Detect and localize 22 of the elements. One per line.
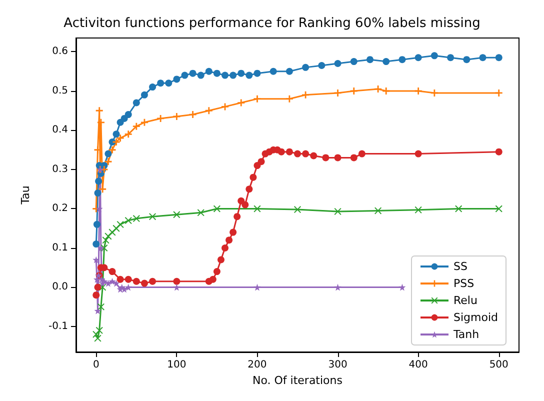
x-tick-label: 0	[92, 360, 100, 370]
legend-label: Tanh	[452, 328, 480, 341]
y-tick-label: -0.1	[48, 320, 68, 332]
y-tick-label: 0.4	[52, 124, 68, 136]
y-tick-label: 0.6	[52, 46, 68, 58]
x-tick-label: 100	[167, 360, 186, 370]
y-tick-label: 0.1	[52, 242, 68, 254]
chart-title: Activiton functions performance for Ranking 60% labels missing	[64, 16, 480, 31]
legend-label: SS	[453, 260, 468, 273]
x-tick-label: 400	[408, 360, 428, 370]
y-tick-label: 0.3	[52, 164, 68, 175]
y-tick-label: 0.2	[52, 203, 68, 214]
y-tick-label: 0.0	[52, 282, 68, 293]
legend-label: PSS	[453, 277, 474, 290]
legend-label: Relu	[453, 294, 478, 307]
y-tick-label: 0.5	[52, 85, 68, 96]
y-axis-title: Tau	[19, 186, 32, 206]
legend-label: Sigmoid	[453, 311, 498, 324]
x-axis-title: No. Of iterations	[252, 374, 343, 387]
x-tick-label: 200	[248, 360, 267, 370]
x-tick-label: 300	[328, 360, 348, 370]
x-tick-label: 500	[489, 360, 508, 370]
